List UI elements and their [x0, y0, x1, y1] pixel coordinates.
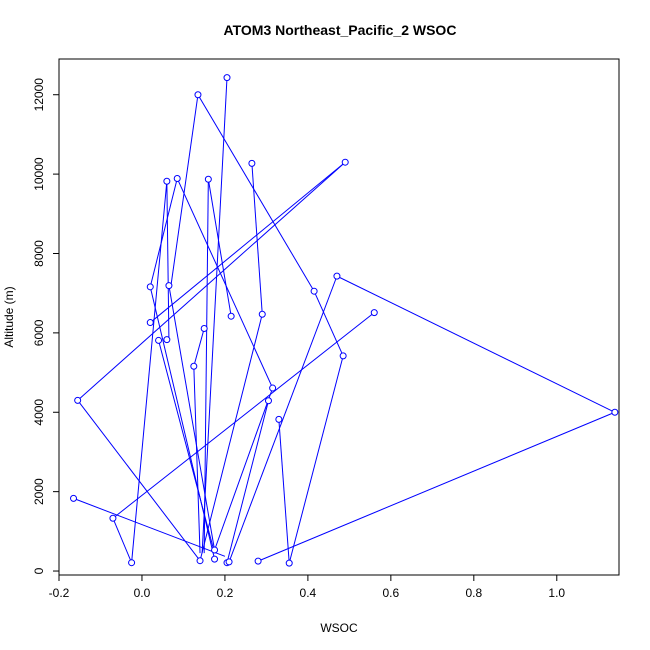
y-tick-label: 8000 — [32, 240, 46, 267]
data-point — [310, 287, 318, 295]
series-line-segment — [203, 179, 209, 554]
series-line-segment — [197, 94, 315, 292]
x-axis-label: WSOC — [320, 621, 358, 635]
y-tick-label: 2000 — [32, 478, 46, 505]
x-tick-label: 0.4 — [300, 586, 317, 600]
y-tick-label: 0 — [32, 567, 46, 574]
series-line-segment — [176, 178, 274, 389]
y-tick-label: 10000 — [32, 157, 46, 191]
data-point — [163, 177, 171, 185]
x-axis: -0.2 0.0 0.2 0.4 0.6 0.8 1.0 — [49, 574, 565, 600]
data-point — [227, 312, 235, 320]
data-point — [194, 91, 202, 99]
data-point — [109, 514, 117, 522]
series-line-segment — [170, 94, 199, 286]
plot-area-frame — [58, 58, 620, 576]
series-line-segment — [226, 400, 269, 563]
data-point — [275, 415, 283, 423]
series-line-segment — [149, 161, 346, 323]
data-point — [165, 282, 173, 290]
x-tick-label: 0.8 — [465, 586, 482, 600]
series-line-segment — [278, 419, 290, 564]
x-tick-label: 0.2 — [217, 586, 234, 600]
data-point — [173, 174, 181, 182]
series-line-segment — [158, 340, 216, 554]
series-line-segment — [228, 275, 338, 563]
data-point — [200, 325, 208, 333]
series-line-segment — [131, 181, 168, 563]
series-line-segment — [313, 290, 344, 357]
data-point — [190, 362, 198, 370]
x-tick-label: 0.6 — [383, 586, 400, 600]
series-line-segment — [199, 314, 263, 561]
y-tick-label: 4000 — [32, 399, 46, 426]
data-point — [211, 546, 219, 554]
chart-title: ATOM3 Northeast_Pacific_2 WSOC — [224, 22, 457, 38]
data-point — [341, 158, 349, 166]
series-line-segment — [166, 181, 170, 340]
data-point — [74, 396, 82, 404]
series-line-segment — [112, 518, 133, 563]
data-point — [333, 272, 341, 280]
data-point — [204, 175, 212, 183]
data-point — [264, 397, 272, 405]
data-point — [339, 352, 347, 360]
series-line-segment — [77, 161, 346, 401]
data-point — [269, 384, 277, 392]
data-point — [248, 159, 256, 167]
data-point — [370, 309, 378, 317]
data-point — [155, 336, 163, 344]
data-point — [285, 559, 293, 567]
x-tick-label: 1.0 — [548, 586, 565, 600]
series-line-segment — [336, 275, 616, 413]
series-line-segment — [149, 178, 178, 287]
data-point — [225, 558, 233, 566]
data-point — [146, 319, 154, 327]
data-point — [128, 559, 136, 567]
data-point — [146, 283, 154, 291]
data-point — [611, 408, 619, 416]
y-axis-label: Altitude (m) — [2, 286, 16, 347]
series-line-segment — [112, 312, 375, 519]
x-tick-label: 0.0 — [134, 586, 151, 600]
data-point — [258, 310, 266, 318]
series-line-segment — [193, 328, 205, 367]
data-point — [254, 557, 262, 565]
data-point — [70, 494, 78, 502]
series-lines — [73, 77, 616, 564]
y-tick-label: 12000 — [32, 78, 46, 112]
series-line-segment — [168, 285, 216, 551]
y-axis: 0 2000 4000 6000 8000 10000 12000 — [32, 78, 60, 574]
series-line-segment — [207, 179, 232, 317]
data-point — [223, 74, 231, 82]
data-point — [196, 557, 204, 565]
x-tick-label: -0.2 — [49, 586, 70, 600]
series-line-segment — [214, 387, 274, 551]
series-line-segment — [251, 163, 263, 315]
series-line-segment — [73, 497, 226, 557]
data-point — [211, 555, 219, 563]
data-point — [163, 336, 171, 344]
series-points — [70, 74, 619, 567]
series-line-segment — [201, 77, 228, 554]
series-line-segment — [257, 411, 616, 562]
series-line-segment — [288, 355, 344, 564]
y-tick-label: 6000 — [32, 319, 46, 346]
series-line-segment — [193, 366, 201, 554]
